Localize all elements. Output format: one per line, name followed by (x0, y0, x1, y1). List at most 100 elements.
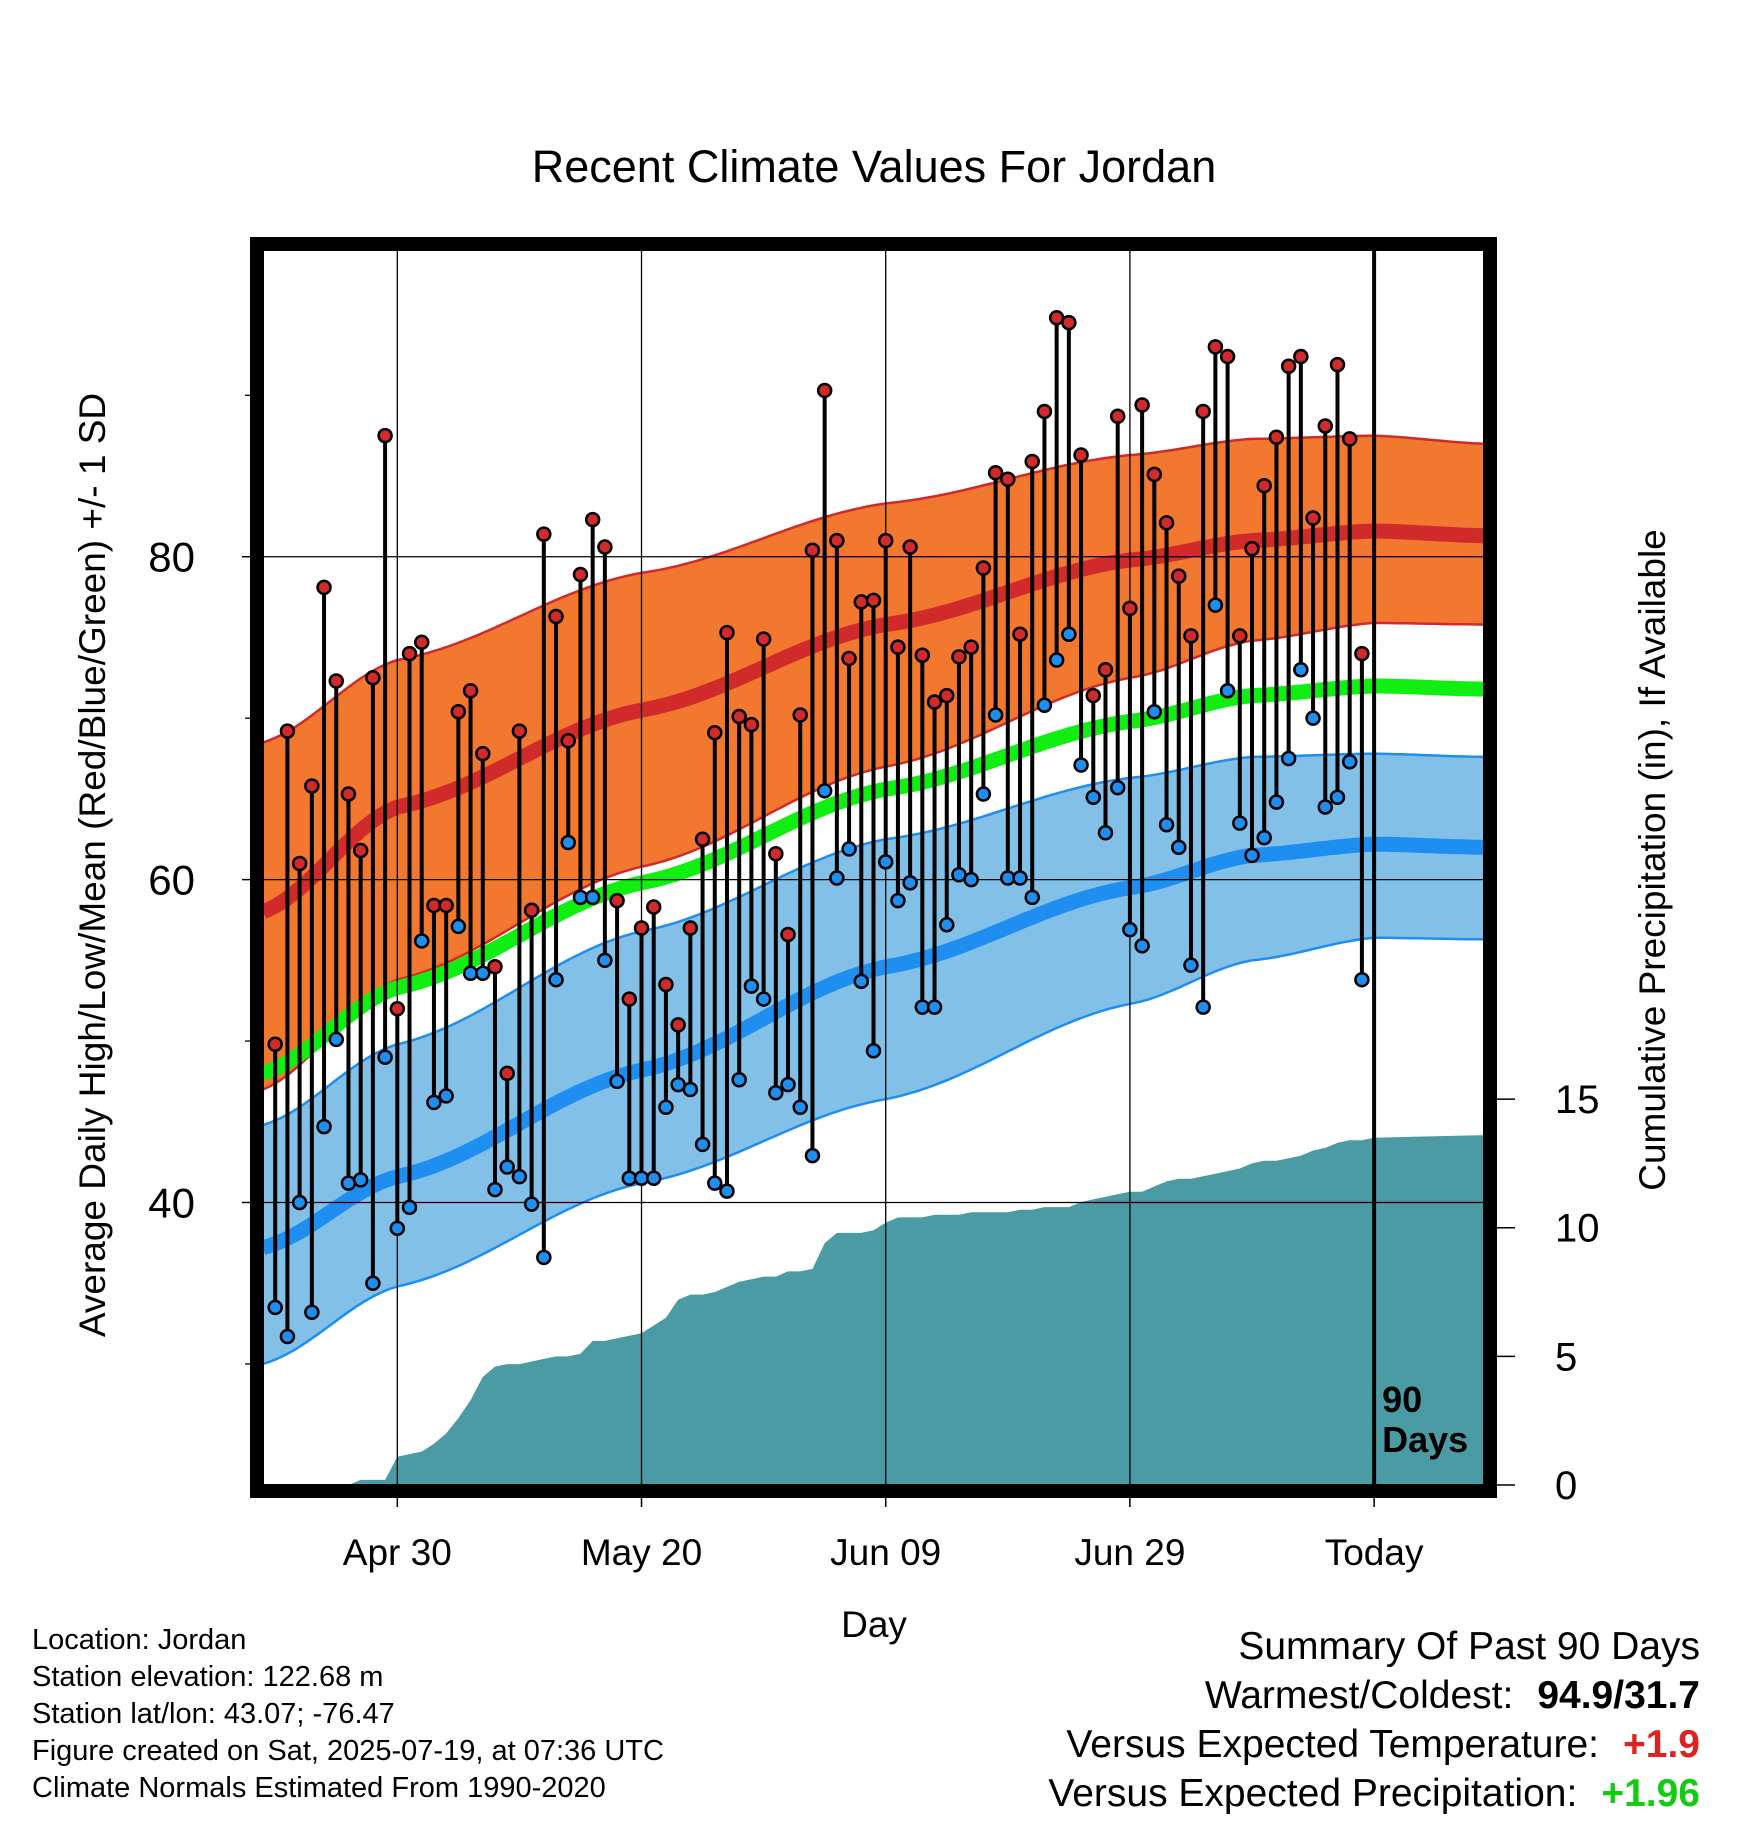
daily-high-point (1109, 408, 1126, 425)
daily-high-point (499, 1065, 515, 1082)
daily-low-point (340, 1175, 357, 1191)
daily-high-point (304, 778, 320, 794)
daily-high-point (743, 716, 760, 733)
daily-low-point (694, 1136, 711, 1153)
daily-high-point (1085, 687, 1102, 704)
daily-high-point (462, 682, 479, 699)
daily-low-point (658, 1099, 674, 1115)
daily-low-point (1244, 847, 1260, 864)
daily-low-point (1024, 889, 1040, 906)
daily-low-point (584, 889, 601, 906)
daily-high-point (951, 649, 967, 665)
daily-high-point (792, 707, 808, 723)
daily-low-point (1073, 757, 1089, 773)
daily-low-point (1109, 779, 1126, 796)
daily-high-point (1293, 348, 1309, 365)
elevation-text: Station elevation: 122.68 m (32, 1661, 384, 1693)
daily-high-point (1183, 628, 1199, 644)
location-text: Location: Jordan (32, 1624, 247, 1656)
daily-low-point (560, 834, 576, 851)
daily-high-point (694, 831, 711, 847)
daily-high-point (1195, 403, 1211, 420)
daily-low-point (1061, 626, 1077, 642)
daily-low-point (939, 917, 955, 933)
daily-low-point (1354, 971, 1370, 988)
daily-low-point (426, 1094, 442, 1111)
daily-high-point (1036, 403, 1053, 420)
x-tick-label: Today (1325, 1532, 1424, 1573)
daily-high-point (816, 382, 833, 399)
daily-low-point (731, 1072, 747, 1088)
x-tick-label: Apr 30 (343, 1532, 452, 1573)
daily-high-point (401, 645, 418, 662)
low-sd-band (263, 753, 1484, 1364)
daily-high-point (829, 532, 845, 549)
daily-low-point (377, 1049, 393, 1065)
daily-high-point (1207, 339, 1224, 355)
daily-high-point (1097, 661, 1114, 678)
daily-high-point (511, 723, 528, 739)
daily-low-point (413, 933, 430, 949)
daily-low-point (1268, 794, 1285, 810)
daily-low-point (1012, 870, 1028, 886)
daily-high-point (328, 673, 345, 689)
daily-high-point (572, 566, 589, 583)
normals-text: Climate Normals Estimated From 1990-2020 (32, 1772, 606, 1804)
daily-high-point (1268, 429, 1285, 446)
y-axis-right-label: Cumulative Precipitation (in), If Availa… (1632, 529, 1673, 1191)
today-days-label-line1: 90 (1382, 1379, 1422, 1420)
daily-high-point (597, 539, 613, 555)
daily-high-point (548, 608, 564, 625)
daily-low-point (1085, 789, 1102, 806)
daily-low-point (719, 1183, 735, 1199)
daily-high-point (853, 594, 870, 610)
daily-high-point (340, 786, 357, 802)
x-axis: Apr 30 May 20 Jun 09 Jun 29 Today (343, 1491, 1424, 1573)
temp-anomaly-value: +1.9 (1623, 1723, 1700, 1766)
warm-cold-row: Warmest/Coldest: 94.9/31.7 (1048, 1671, 1700, 1720)
y-axis-right: 0 5 10 15 (1490, 1078, 1600, 1508)
daily-low-point (499, 1159, 515, 1175)
daily-high-point (926, 694, 943, 710)
daily-low-point (1280, 750, 1297, 767)
daily-high-point (1171, 568, 1187, 584)
daily-high-point (682, 920, 699, 936)
daily-low-point (1305, 710, 1321, 726)
daily-high-point (914, 647, 931, 663)
daily-low-point (365, 1275, 381, 1291)
daily-high-point (719, 624, 735, 641)
daily-high-point (536, 526, 552, 542)
daily-low-point (609, 1073, 625, 1090)
daily-low-point (841, 841, 857, 857)
daily-high-point (658, 976, 674, 993)
daily-high-point (450, 703, 467, 720)
daily-low-point (511, 1168, 528, 1185)
daily-high-point (1000, 471, 1016, 487)
daily-high-point (560, 733, 576, 749)
daily-high-point (1232, 628, 1248, 644)
y-right-tick-label: 5 (1555, 1335, 1577, 1379)
daily-low-point (267, 1299, 283, 1316)
daily-low-point (291, 1194, 308, 1211)
daily-high-point (1122, 600, 1138, 617)
daily-low-point (1122, 921, 1138, 938)
daily-low-point (1048, 652, 1065, 668)
daily-low-point (487, 1181, 503, 1198)
daily-high-point (1341, 431, 1358, 447)
low-lower-edge (263, 936, 1484, 1366)
precip-anomaly-row: Versus Expected Precipitation: +1.96 (1048, 1769, 1700, 1818)
daily-low-point (780, 1076, 796, 1093)
daily-high-point (1219, 348, 1236, 365)
daily-high-point (1012, 626, 1028, 642)
precip-anomaly-label: Versus Expected Precipitation: (1048, 1772, 1578, 1815)
daily-high-point (755, 631, 772, 647)
daily-high-point (267, 1036, 283, 1053)
daily-high-point (1146, 466, 1163, 483)
daily-high-point (365, 670, 381, 686)
daily-low-point (963, 871, 979, 888)
precipitation-area-layer (263, 1135, 1484, 1485)
daily-low-point (450, 918, 467, 935)
daily-high-point (1305, 510, 1321, 526)
daily-low-point (316, 1118, 332, 1135)
daily-high-point (670, 1017, 686, 1033)
